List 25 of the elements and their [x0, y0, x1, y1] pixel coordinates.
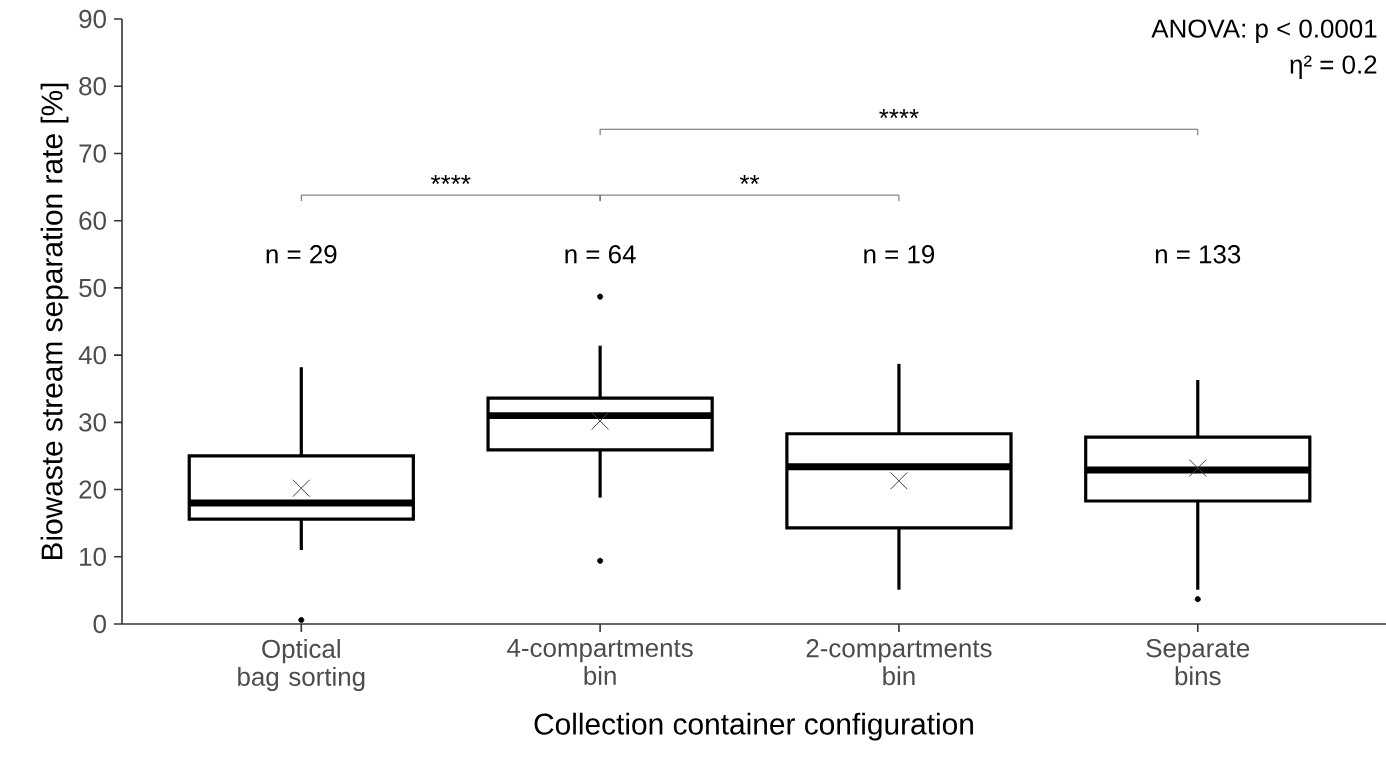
- annotation: η² = 0.2: [1290, 55, 1377, 79]
- annotation: n = 133: [1155, 245, 1241, 264]
- y-tick-label: 0: [93, 614, 106, 634]
- x-tick-label: Optical bag sorting: [238, 639, 365, 692]
- x-tick-label: 2-compartments bin: [806, 639, 992, 686]
- x-tick-label: Separate bins: [1146, 639, 1250, 686]
- annotation: n = 19: [864, 245, 935, 264]
- y-tick-label: 30: [79, 413, 106, 432]
- annotation: n = 64: [565, 245, 636, 264]
- annotation: ****: [430, 174, 471, 185]
- annotation: ****: [879, 109, 919, 119]
- y-tick-label: 80: [79, 77, 106, 96]
- x-tick-label: 4-compartments bin: [507, 639, 693, 686]
- y-tick-label: 20: [79, 480, 106, 499]
- y-tick-label: 10: [80, 547, 106, 566]
- annotation: **: [739, 174, 760, 185]
- y-tick-label: 70: [79, 144, 106, 163]
- y-tick-label: 90: [79, 9, 106, 29]
- x-axis-title: Collection container configuration: [534, 712, 973, 741]
- y-tick-label: 50: [79, 278, 106, 298]
- annotation: ANOVA: p < 0.0001: [1151, 19, 1377, 43]
- annotation: n = 29: [266, 245, 337, 264]
- y-tick-label: 40: [78, 345, 106, 365]
- y-tick-label: 60: [79, 211, 106, 230]
- y-axis-title: Biowaste stream separation rate [%]: [40, 83, 69, 560]
